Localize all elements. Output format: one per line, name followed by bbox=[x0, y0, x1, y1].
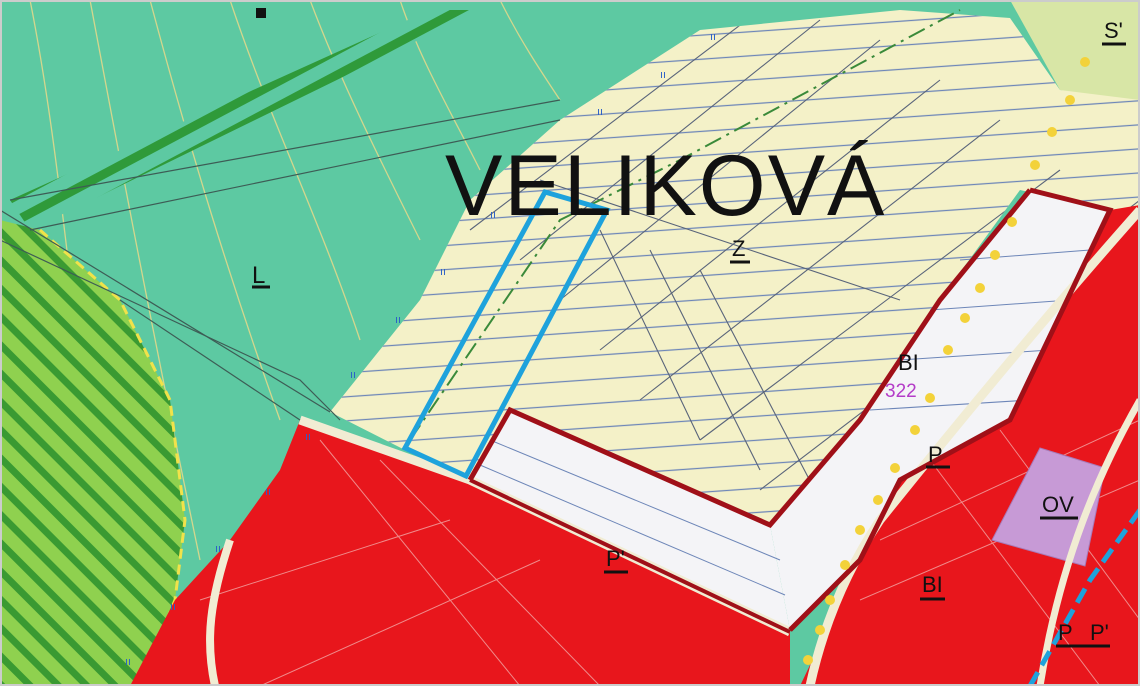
blue-dashed-line bbox=[1027, 508, 1140, 686]
svg-text:ıı: ıı bbox=[660, 69, 666, 81]
meadow-code-label: Z bbox=[732, 236, 745, 261]
housing-code-label-2: BI bbox=[922, 572, 943, 597]
road-west bbox=[206, 538, 234, 686]
light-green-area bbox=[1010, 0, 1140, 105]
road-far-east bbox=[1036, 398, 1140, 686]
civic-code-label: OV bbox=[1042, 492, 1074, 517]
built-up-area-east bbox=[800, 205, 1140, 686]
corner-code-label: S' bbox=[1104, 18, 1123, 43]
meadow-area bbox=[0, 220, 185, 686]
svg-text:ıı: ıı bbox=[125, 656, 131, 668]
svg-text:ıı: ıı bbox=[440, 266, 446, 278]
svg-text:ıı: ıı bbox=[215, 543, 221, 555]
green-dash-dot-line bbox=[409, 9, 961, 441]
business-code-label-1: P bbox=[928, 442, 943, 467]
selection-outline[interactable] bbox=[401, 189, 611, 480]
business-code-label-2: P' bbox=[606, 546, 625, 571]
forest-edge-ticks: ıı ıı ıı ıı ıı ıı ıı ıı ıı ıı ıı ıı bbox=[125, 31, 716, 668]
housing-code-label: BI bbox=[898, 350, 919, 375]
zone-boundary-lower bbox=[469, 478, 791, 634]
svg-text:ıı: ıı bbox=[395, 314, 401, 326]
svg-text:ıı: ıı bbox=[265, 486, 271, 498]
zone-boundary-inner bbox=[467, 188, 1032, 529]
svg-text:ıı: ıı bbox=[710, 31, 716, 43]
forest-parcel-lines bbox=[0, 99, 561, 421]
planned-housing-area bbox=[770, 190, 1110, 630]
top-marker bbox=[256, 8, 266, 18]
yellow-dotted-boundary bbox=[803, 57, 1090, 665]
forest-code-label: L bbox=[252, 262, 265, 289]
svg-text:ıı: ıı bbox=[597, 106, 603, 118]
parcel-number-label: 322 bbox=[885, 381, 917, 402]
parcel-lines bbox=[469, 10, 1140, 501]
svg-text:ıı: ıı bbox=[305, 431, 311, 443]
svg-text:ıı: ıı bbox=[490, 209, 496, 221]
business-code-label-3: P bbox=[1058, 620, 1073, 645]
built-up-area-south bbox=[130, 420, 790, 686]
svg-text:ıı: ıı bbox=[350, 369, 356, 381]
svg-text:ıı: ıı bbox=[170, 601, 176, 613]
white-area-lines bbox=[479, 249, 1091, 596]
hatched-forest-strip bbox=[10, 10, 480, 230]
business-code-label-4: P' bbox=[1090, 620, 1109, 645]
zone-boundary-upper bbox=[788, 187, 1114, 632]
place-name-label: VELIKOVÁ bbox=[445, 138, 886, 234]
